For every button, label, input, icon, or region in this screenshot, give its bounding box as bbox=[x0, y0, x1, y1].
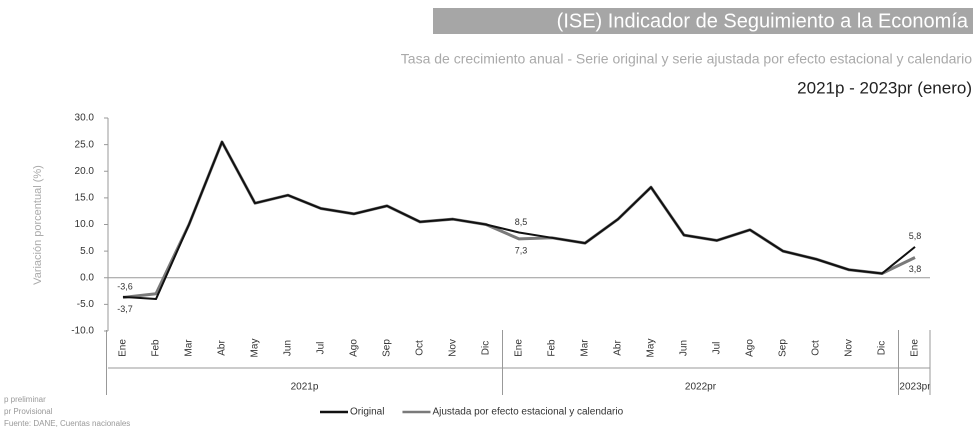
x-tick-label: Feb bbox=[151, 339, 162, 357]
legend-label: Ajustada por efecto estacional y calenda… bbox=[432, 407, 623, 418]
data-label: -3,6 bbox=[117, 281, 133, 291]
series-line bbox=[122, 140, 916, 301]
year-label: 2021p bbox=[291, 382, 319, 393]
x-tick-label: Abr bbox=[217, 340, 228, 356]
y-tick-label: 0.0 bbox=[80, 272, 94, 283]
y-axis-label: Variación porcentual (%) bbox=[32, 165, 44, 285]
y-tick-label: 30.0 bbox=[75, 113, 95, 124]
date-range: 2021p - 2023pr (enero) bbox=[797, 78, 972, 97]
x-tick-label: Sep bbox=[778, 339, 789, 357]
footnote: p preliminar bbox=[4, 395, 46, 404]
x-tick-label: Jun bbox=[679, 340, 690, 356]
x-tick-label: Ene bbox=[514, 339, 525, 357]
x-tick-label: Ago bbox=[745, 339, 756, 357]
x-tick-label: Jun bbox=[283, 340, 294, 356]
year-label: 2023pr bbox=[899, 382, 931, 393]
title-box bbox=[433, 8, 973, 34]
x-tick-label: Ago bbox=[349, 339, 360, 357]
subtitle: Tasa de crecimiento anual - Serie origin… bbox=[401, 51, 972, 67]
data-label: -3,7 bbox=[117, 304, 133, 314]
footnote: Fuente: DANE, Cuentas nacionales bbox=[4, 419, 130, 428]
x-tick-label: Jul bbox=[316, 342, 327, 355]
y-tick-label: -10.0 bbox=[71, 326, 94, 337]
x-tick-label: Nov bbox=[448, 339, 459, 357]
x-tick-label: May bbox=[646, 339, 657, 358]
y-tick-label: 5.0 bbox=[80, 246, 94, 257]
data-label: 7,3 bbox=[515, 245, 528, 255]
x-tick-label: Mar bbox=[184, 339, 195, 357]
year-label: 2022pr bbox=[685, 382, 717, 393]
x-tick-label: May bbox=[250, 339, 261, 358]
y-tick-label: 25.0 bbox=[75, 139, 95, 150]
footnote: pr Provisional bbox=[4, 407, 53, 416]
x-tick-label: Oct bbox=[811, 340, 822, 356]
data-label: 5,8 bbox=[909, 231, 922, 241]
x-tick-label: Nov bbox=[844, 339, 855, 357]
x-tick-label: Dic bbox=[877, 341, 888, 355]
x-tick-label: Oct bbox=[415, 340, 426, 356]
x-tick-label: Jul bbox=[712, 342, 723, 355]
y-tick-label: 10.0 bbox=[75, 219, 95, 230]
legend-label: Original bbox=[350, 407, 384, 418]
x-tick-label: Dic bbox=[481, 341, 492, 355]
chart-title: (ISE) Indicador de Seguimiento a la Econ… bbox=[557, 10, 969, 32]
x-tick-label: Abr bbox=[613, 340, 624, 356]
x-tick-label: Ene bbox=[118, 339, 129, 357]
y-tick-label: 15.0 bbox=[75, 193, 95, 204]
x-tick-label: Ene bbox=[910, 339, 921, 357]
x-tick-label: Feb bbox=[547, 339, 558, 357]
x-tick-label: Mar bbox=[580, 339, 591, 357]
data-label: 8,5 bbox=[515, 217, 528, 227]
data-label: 3,8 bbox=[909, 264, 922, 274]
y-tick-label: -5.0 bbox=[77, 299, 95, 310]
x-tick-label: Sep bbox=[382, 339, 393, 357]
y-tick-label: 20.0 bbox=[75, 166, 95, 177]
